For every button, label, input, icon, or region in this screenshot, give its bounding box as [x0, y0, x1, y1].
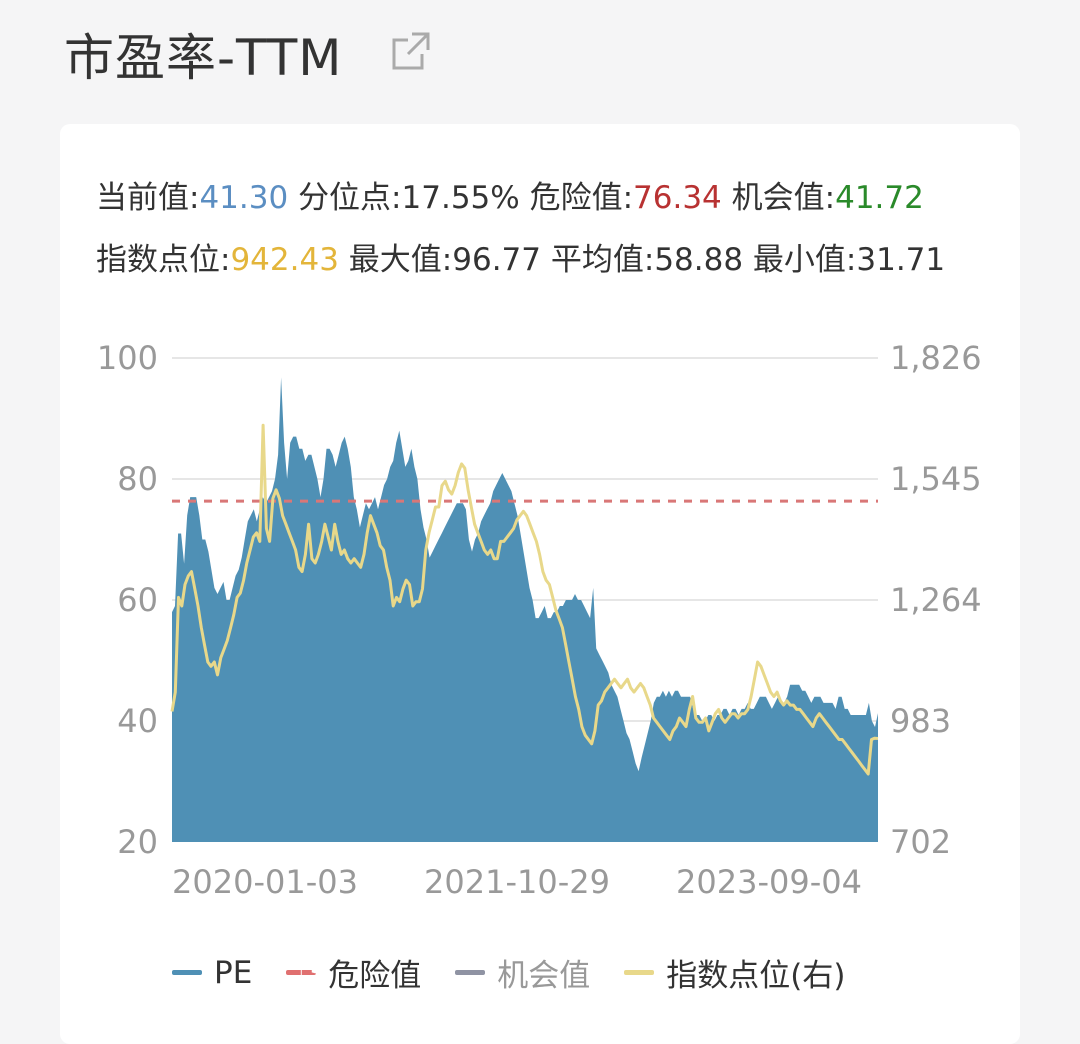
legend: PE 危险值 机会值 指数点位(右): [172, 950, 879, 995]
opportunity-label: 机会值:: [731, 180, 836, 216]
page-title: 市盈率-TTM: [64, 29, 343, 87]
external-link-icon[interactable]: [388, 28, 434, 74]
avg-label: 平均值:: [550, 242, 655, 278]
x-tick-label: 2020-01-03: [172, 863, 358, 901]
x-tick-label: 2021-10-29: [424, 863, 610, 901]
index-line-series: [170, 423, 879, 776]
y-right-tick-label: 1,826: [890, 339, 982, 377]
max-label: 最大值:: [348, 242, 453, 278]
pe-area-series: [172, 377, 878, 842]
legend-item-index[interactable]: 指数点位(右): [624, 950, 845, 995]
current-label: 当前值:: [96, 180, 200, 216]
current-value: 41.30: [199, 180, 289, 216]
chart-card: [60, 124, 1020, 1044]
y-right-tick-label: 1,264: [890, 581, 982, 619]
legend-label-index: 指数点位(右): [666, 958, 846, 994]
danger-value: 76.34: [633, 180, 722, 216]
legend-label-pe: PE: [214, 954, 253, 991]
max-value: 96.77: [452, 242, 541, 278]
percentile-value: 17.55%: [401, 180, 520, 216]
y-left-tick-label: 100: [97, 339, 158, 377]
y-right-tick-label: 983: [890, 702, 951, 740]
min-label: 最小值:: [752, 242, 857, 278]
legend-swatch-danger: [286, 970, 317, 975]
avg-value: 58.88: [654, 242, 744, 278]
pe-chart[interactable]: 100 80 60 40 20 1,826 1,545 1,264 983 702 2020-0…: [0, 0, 1080, 940]
x-ticks: 2020-01-03 2021-10-29 2023-09-04: [172, 863, 862, 901]
y-left-ticks: 100 80 60 40 20: [97, 339, 158, 861]
index-label: 指数点位:: [96, 242, 231, 278]
y-left-tick-label: 20: [117, 823, 158, 861]
min-value: 31.71: [856, 242, 946, 278]
legend-swatch-index: [624, 970, 655, 975]
opportunity-value: 41.72: [835, 180, 924, 216]
percentile-label: 分位点:: [298, 180, 402, 216]
stats-row-1: 当前值:41.30 分位点:17.55% 危险值:76.34 机会值:41.72: [96, 172, 924, 217]
danger-label: 危险值:: [529, 180, 634, 216]
legend-item-pe[interactable]: PE: [172, 955, 252, 991]
y-left-tick-label: 80: [117, 460, 158, 498]
y-right-tick-label: 702: [890, 823, 951, 861]
stats-row-2: 指数点位:942.43 最大值:96.77 平均值:58.88 最小值:31.7…: [96, 234, 945, 279]
y-left-tick-label: 60: [117, 581, 158, 619]
y-left-tick-label: 40: [117, 702, 158, 740]
legend-swatch-pe: [172, 970, 202, 975]
legend-item-danger[interactable]: 危险值: [286, 950, 421, 995]
x-tick-label: 2023-09-04: [676, 863, 862, 901]
legend-label-danger: 危险值: [328, 958, 422, 994]
y-right-ticks: 1,826 1,545 1,264 983 702: [890, 339, 982, 861]
y-right-tick-label: 1,545: [890, 460, 982, 498]
legend-label-opportunity: 机会值: [497, 958, 591, 994]
legend-swatch-opportunity: [455, 970, 486, 975]
legend-item-opportunity[interactable]: 机会值: [455, 950, 590, 995]
index-value: 942.43: [230, 242, 339, 278]
